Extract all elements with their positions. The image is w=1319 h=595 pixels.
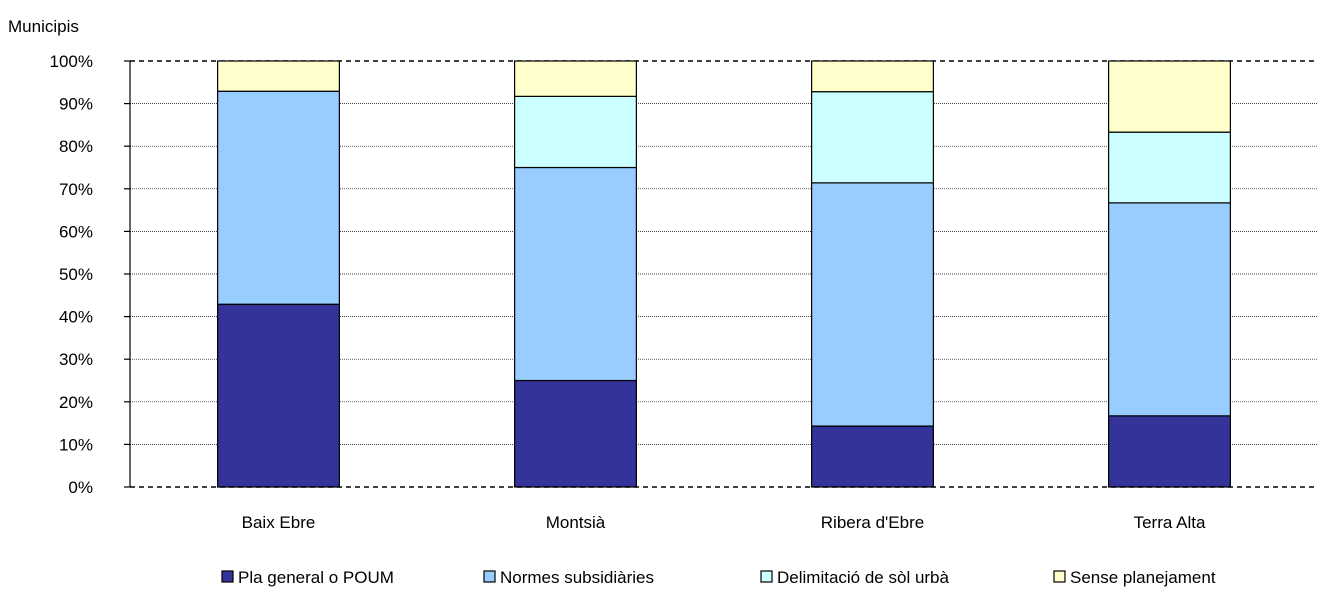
x-tick-label: Ribera d'Ebre [821,513,924,532]
legend: Pla general o POUM Normes subsidiàries Del… [221,568,1216,587]
bar-segment [1108,202,1231,417]
y-tick-label: 10% [59,435,93,454]
x-tick-label: Montsià [546,513,606,532]
y-tick-label: 70% [59,180,93,199]
y-tick-label: 30% [59,350,93,369]
y-tick-labels: 0% 10% 20% 30% 40% 50% 60% 70% 80% 90% 100% [50,52,93,497]
bar-segment [811,425,934,488]
legend-label: Sense planejament [1070,568,1216,587]
bar-segment [217,303,340,488]
x-tick-labels: Baix Ebre Montsià Ribera d'Ebre Terra Alta [242,513,1206,532]
bar-segment [217,90,340,305]
bar-segment [514,95,637,169]
y-tick-label: 90% [59,95,93,114]
bar-segment [1108,60,1231,133]
legend-swatch [221,570,234,583]
bar-segment [811,60,934,93]
legend-label: Pla general o POUM [238,568,394,587]
legend-label: Delimitació de sòl urbà [777,568,950,587]
y-tick-label: 40% [59,308,93,327]
bars [217,60,1231,488]
bar-segment [514,60,637,97]
y-tick-label: 50% [59,265,93,284]
y-tick-label: 20% [59,393,93,412]
bar-segment [811,91,934,184]
legend-swatch [760,570,773,583]
y-axis-label: Municipis [8,17,79,36]
axes [124,60,1318,488]
bar-segment [1108,415,1231,488]
bar-segment [1108,131,1231,204]
bar-segment [514,379,637,488]
bar-segment [811,182,934,427]
legend-swatch [1053,570,1066,583]
y-tick-label: 80% [59,137,93,156]
legend-label: Normes subsidiàries [500,568,654,587]
y-tick-label: 60% [59,222,93,241]
bar-segment [514,166,637,382]
y-tick-label: 0% [68,478,93,497]
y-tick-label: 100% [50,52,93,71]
x-tick-label: Terra Alta [1134,513,1206,532]
bar-segment [217,60,340,92]
x-tick-label: Baix Ebre [242,513,316,532]
legend-swatch [483,570,496,583]
